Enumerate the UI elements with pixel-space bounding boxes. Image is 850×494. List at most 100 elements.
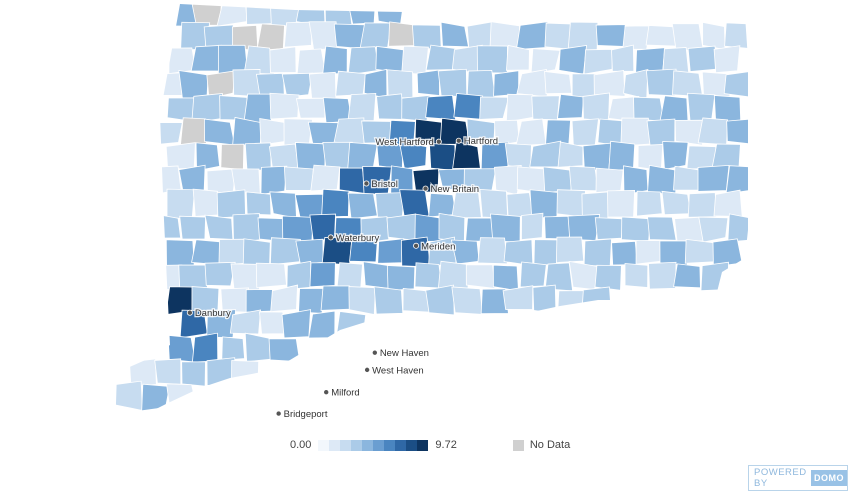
town-region[interactable]	[388, 21, 416, 47]
town-region[interactable]	[595, 167, 624, 193]
town-region[interactable]	[450, 239, 480, 265]
town-region[interactable]	[347, 92, 377, 122]
town-region[interactable]	[594, 264, 622, 291]
town-region[interactable]	[347, 46, 380, 76]
town-region[interactable]	[465, 264, 496, 289]
town-region[interactable]	[245, 289, 273, 313]
town-region[interactable]	[269, 92, 300, 120]
town-region[interactable]	[360, 216, 390, 244]
town-region[interactable]	[672, 70, 704, 97]
town-region[interactable]	[414, 213, 443, 243]
town-region[interactable]	[376, 93, 404, 120]
town-region[interactable]	[671, 23, 704, 51]
town-region[interactable]	[620, 117, 651, 147]
town-region[interactable]	[568, 165, 599, 192]
town-region[interactable]	[480, 288, 509, 315]
town-region[interactable]	[308, 310, 336, 339]
town-region[interactable]	[530, 48, 561, 75]
town-region[interactable]	[416, 69, 440, 97]
town-region[interactable]	[181, 361, 206, 387]
town-region[interactable]	[698, 216, 729, 243]
town-region[interactable]	[556, 189, 586, 218]
town-region[interactable]	[492, 264, 519, 292]
town-region[interactable]	[661, 190, 692, 216]
town-region[interactable]	[647, 216, 677, 241]
town-region[interactable]	[167, 334, 197, 363]
town-region[interactable]	[702, 21, 726, 51]
town-region[interactable]	[232, 213, 261, 243]
town-region[interactable]	[310, 164, 341, 192]
town-region[interactable]	[321, 188, 350, 218]
town-region[interactable]	[542, 166, 574, 193]
town-region[interactable]	[687, 192, 717, 218]
town-region[interactable]	[401, 45, 429, 76]
town-region[interactable]	[611, 44, 635, 72]
town-region[interactable]	[557, 141, 584, 168]
connecticut-map-svg[interactable]: West Hartford Hartford Bristol New Britain W…	[0, 0, 850, 430]
town-region[interactable]	[398, 141, 428, 170]
town-region[interactable]	[245, 191, 272, 216]
town-region[interactable]	[281, 309, 312, 339]
town-region[interactable]	[322, 45, 348, 75]
town-region[interactable]	[648, 261, 677, 290]
town-region[interactable]	[191, 239, 223, 266]
town-region[interactable]	[659, 240, 688, 266]
town-region[interactable]	[515, 21, 549, 51]
town-region[interactable]	[479, 96, 510, 120]
town-region[interactable]	[307, 121, 339, 145]
town-region[interactable]	[571, 118, 599, 146]
town-region[interactable]	[674, 119, 704, 146]
town-region[interactable]	[206, 168, 237, 195]
town-region[interactable]	[440, 21, 469, 48]
town-region[interactable]	[531, 95, 560, 121]
town-region[interactable]	[593, 70, 626, 97]
town-region[interactable]	[129, 358, 157, 388]
town-region[interactable]	[558, 45, 587, 75]
town-region[interactable]	[373, 286, 404, 315]
town-region[interactable]	[437, 68, 468, 98]
town-region[interactable]	[333, 117, 365, 147]
town-region[interactable]	[568, 260, 600, 290]
town-region[interactable]	[178, 70, 209, 99]
town-region[interactable]	[377, 238, 405, 264]
town-region[interactable]	[659, 95, 689, 123]
town-region[interactable]	[286, 260, 312, 290]
town-region[interactable]	[476, 45, 508, 74]
town-region[interactable]	[165, 142, 196, 170]
town-region[interactable]	[259, 118, 288, 146]
town-region[interactable]	[451, 286, 484, 315]
town-region[interactable]	[243, 93, 273, 124]
town-region[interactable]	[684, 238, 718, 264]
town-region[interactable]	[544, 22, 571, 50]
town-region[interactable]	[453, 93, 484, 120]
town-region[interactable]	[425, 44, 458, 71]
town-region[interactable]	[516, 166, 548, 194]
town-region[interactable]	[674, 216, 704, 242]
town-region[interactable]	[154, 358, 182, 385]
town-region[interactable]	[412, 168, 440, 193]
town-region[interactable]	[624, 263, 649, 288]
town-region[interactable]	[451, 189, 482, 219]
town-region[interactable]	[425, 94, 457, 121]
town-region[interactable]	[296, 48, 326, 75]
town-region[interactable]	[621, 216, 651, 242]
town-region[interactable]	[191, 332, 219, 363]
town-region[interactable]	[544, 70, 573, 95]
town-region[interactable]	[347, 192, 378, 220]
town-region[interactable]	[437, 260, 471, 291]
town-region[interactable]	[359, 22, 392, 49]
town-region[interactable]	[503, 239, 534, 267]
town-region[interactable]	[270, 284, 299, 313]
town-region[interactable]	[452, 140, 481, 169]
town-region[interactable]	[269, 191, 297, 219]
town-region[interactable]	[216, 189, 246, 219]
town-region[interactable]	[635, 240, 662, 265]
town-region[interactable]	[594, 217, 624, 240]
town-region[interactable]	[582, 142, 612, 171]
town-region[interactable]	[348, 286, 376, 316]
town-region[interactable]	[232, 69, 261, 98]
town-region[interactable]	[713, 189, 743, 217]
town-region[interactable]	[295, 97, 326, 119]
town-region[interactable]	[115, 380, 143, 412]
town-region[interactable]	[178, 264, 208, 291]
